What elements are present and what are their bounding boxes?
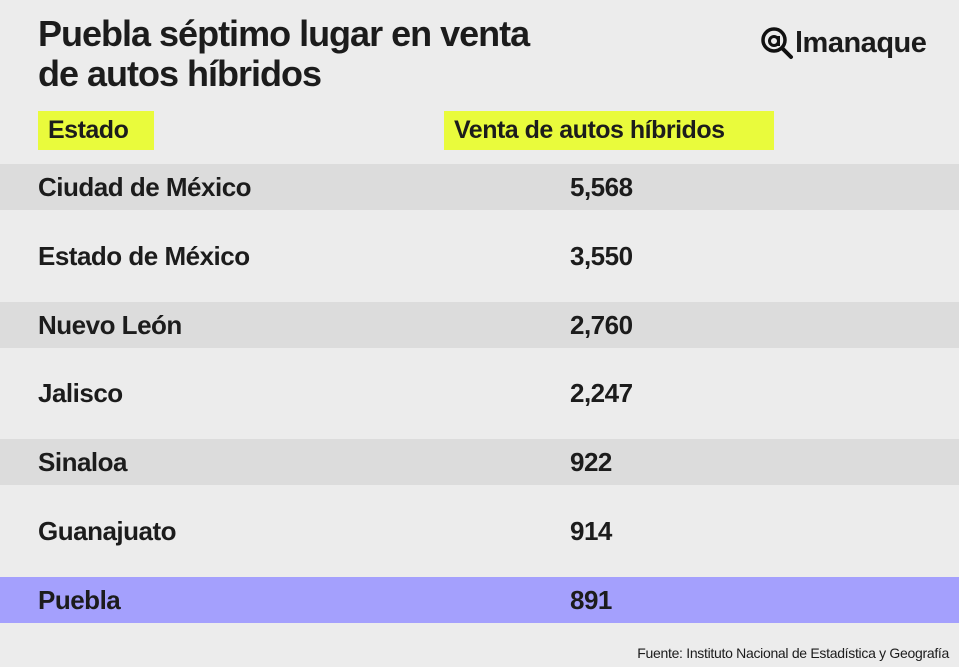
table-row: Jalisco 2,247 bbox=[0, 370, 959, 416]
table-row: Sinaloa 922 bbox=[0, 439, 959, 486]
table-row: Estado de México 3,550 bbox=[0, 233, 959, 279]
cell-venta: 3,550 bbox=[570, 240, 633, 271]
title-line-1: Puebla séptimo lugar en venta bbox=[38, 13, 530, 54]
cell-venta: 5,568 bbox=[570, 172, 633, 202]
almanaque-logo: lmanaque bbox=[760, 26, 927, 60]
cell-estado: Ciudad de México bbox=[38, 172, 252, 202]
cell-estado: Jalisco bbox=[38, 378, 123, 409]
cell-venta: 922 bbox=[570, 447, 612, 478]
cell-venta: 2,760 bbox=[570, 309, 633, 340]
cell-venta: 891 bbox=[570, 584, 612, 615]
cell-estado: Guanajuato bbox=[38, 516, 177, 546]
logo-text: lmanaque bbox=[795, 26, 927, 59]
cell-venta: 914 bbox=[570, 516, 612, 546]
page-title: Puebla séptimo lugar en venta de autos hí… bbox=[38, 13, 530, 94]
table-row: Guanajuato 914 bbox=[0, 508, 959, 554]
table-row: Puebla 891 bbox=[0, 576, 959, 623]
title-line-2: de autos híbridos bbox=[38, 53, 322, 94]
table-row: Ciudad de México 5,568 bbox=[0, 164, 959, 210]
source-note: Fuente: Instituto Nacional de Estadístic… bbox=[637, 645, 949, 661]
cell-estado: Sinaloa bbox=[38, 447, 127, 478]
cell-estado: Estado de México bbox=[38, 240, 250, 271]
magnifier-at-icon bbox=[761, 27, 793, 59]
header-estado: Estado bbox=[38, 111, 154, 150]
table-row: Nuevo León 2,760 bbox=[0, 301, 959, 348]
cell-estado: Puebla bbox=[38, 584, 121, 615]
cell-estado: Nuevo León bbox=[38, 309, 182, 340]
header-venta: Venta de autos híbridos bbox=[444, 111, 774, 150]
cell-venta: 2,247 bbox=[570, 378, 633, 409]
